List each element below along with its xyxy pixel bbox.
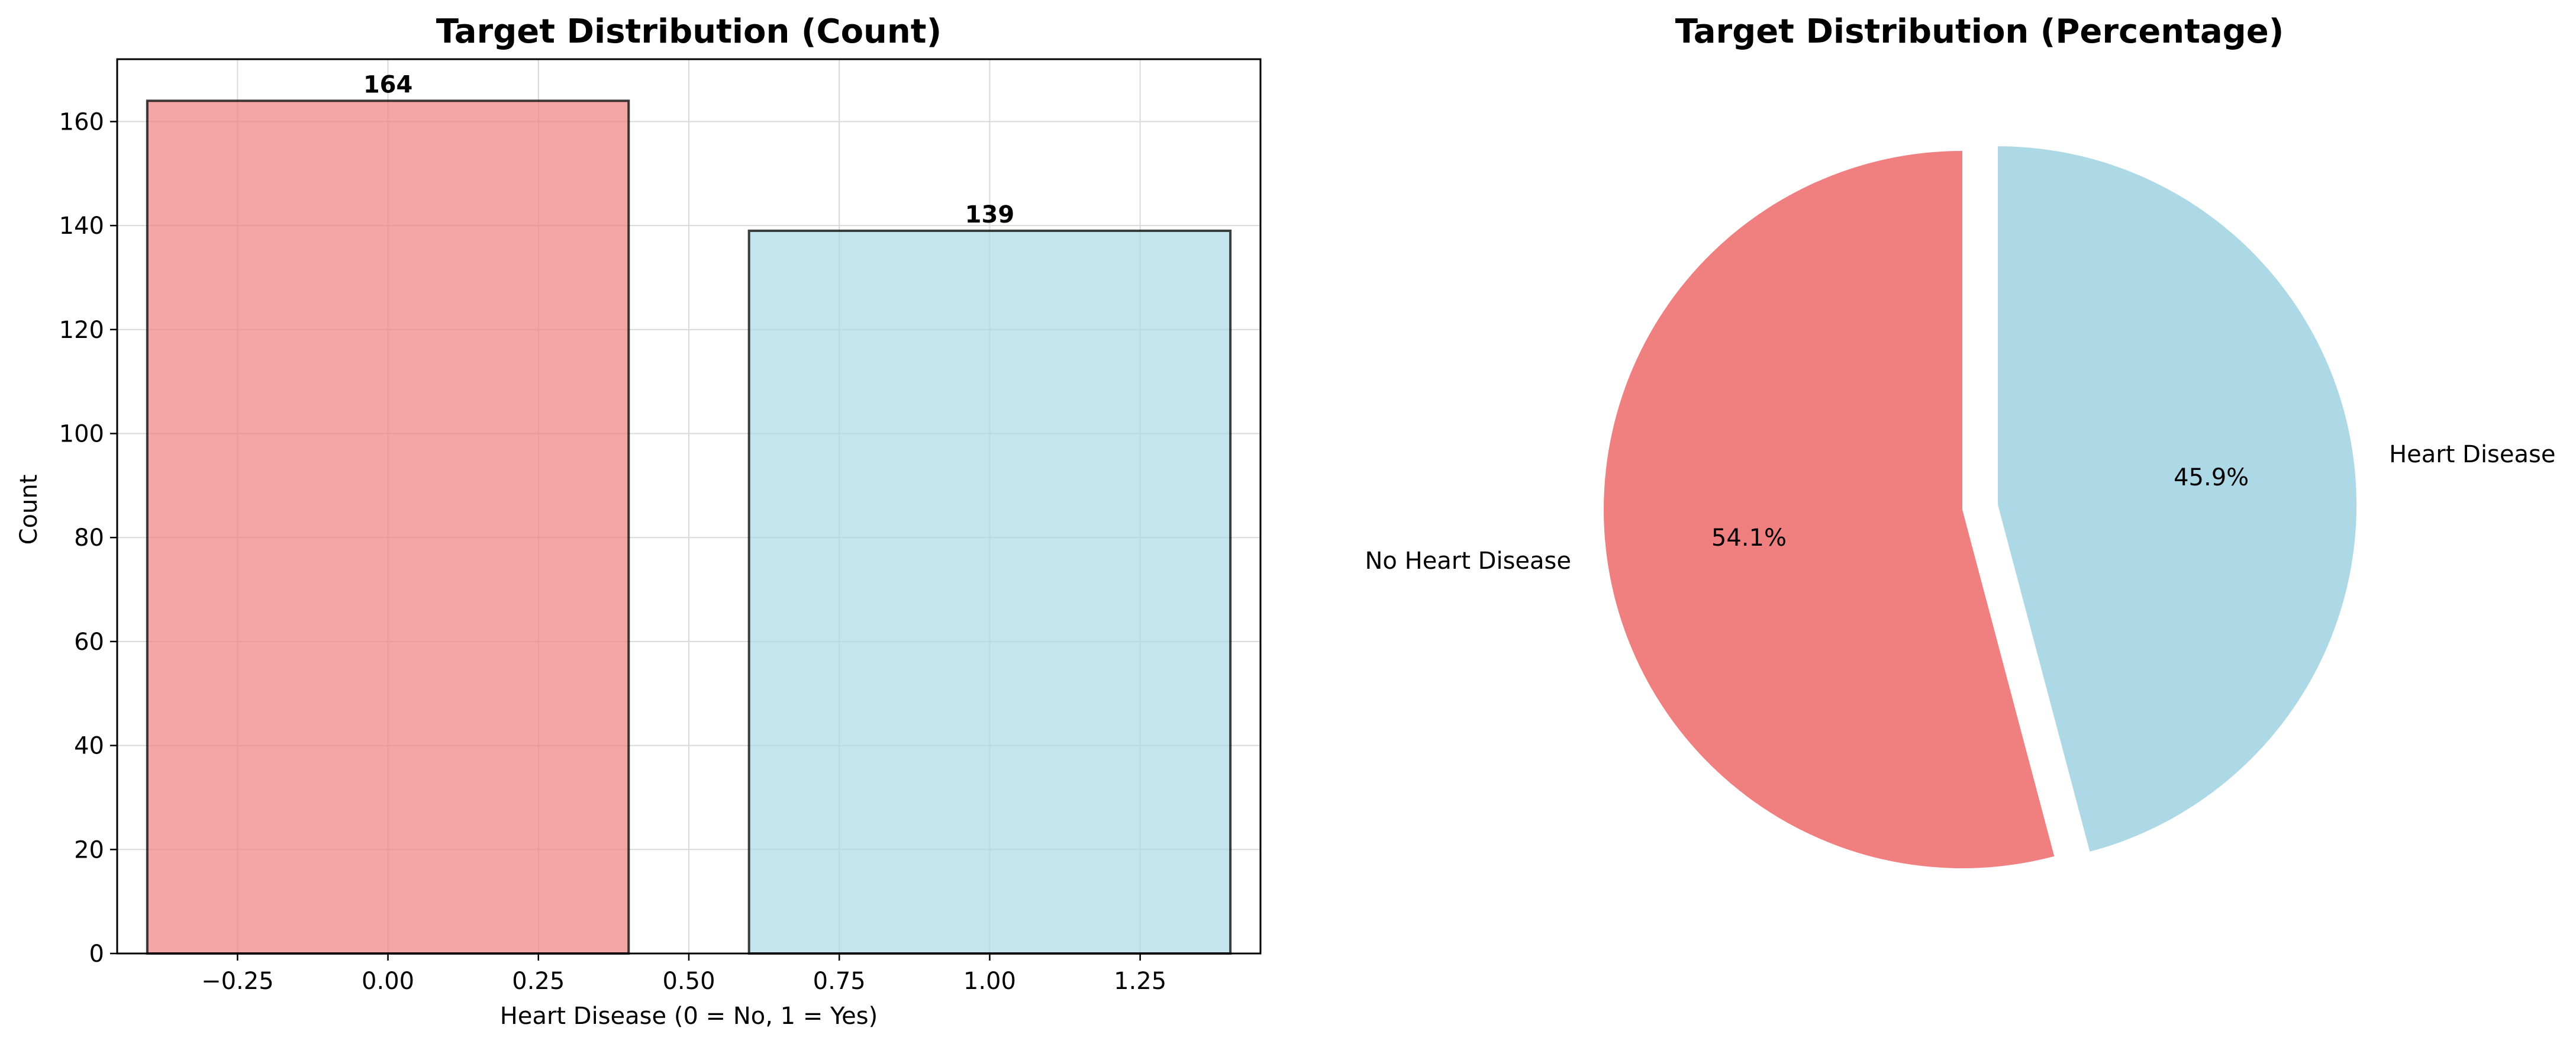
- pie-chart-title: Target Distribution (Percentage): [1675, 12, 2284, 51]
- bar-value-label-1: 139: [965, 201, 1015, 228]
- bar-chart: Target Distribution (Count) 164 139 −0.25…: [15, 12, 1262, 1030]
- y-tick-label-5: 100: [59, 421, 104, 448]
- pie-chart: Target Distribution (Percentage) 54.1% No…: [1365, 12, 2556, 869]
- y-tick-label-2: 40: [74, 733, 104, 760]
- pie-chart-labels: 54.1% No Heart Disease 45.9% Heart Disease: [1365, 441, 2556, 575]
- pie-category-label-1: Heart Disease: [2389, 441, 2555, 468]
- x-tick-label-2: 0.25: [512, 968, 565, 995]
- y-tick-label-7: 140: [59, 212, 104, 240]
- y-tick-label-6: 120: [59, 317, 104, 344]
- pie-percent-label-1: 45.9%: [2174, 464, 2249, 491]
- pie-chart-slices: [1603, 146, 2357, 869]
- pie-slice-0: [1603, 151, 2055, 869]
- bar-chart-bars: [146, 99, 1232, 955]
- y-tick-label-8: 160: [59, 108, 104, 136]
- pie-category-label-0: No Heart Disease: [1365, 547, 1571, 575]
- pie-percent-label-0: 54.1%: [1711, 524, 1787, 552]
- y-tick-label-0: 0: [89, 940, 104, 968]
- x-tick-label-5: 1.00: [963, 968, 1016, 995]
- x-tick-label-1: 0.00: [362, 968, 414, 995]
- x-tick-label-3: 0.50: [662, 968, 715, 995]
- y-tick-label-3: 60: [74, 629, 104, 656]
- bar-chart-x-axis-label: Heart Disease (0 = No, 1 = Yes): [500, 1003, 878, 1030]
- y-tick-label-1: 20: [74, 836, 104, 864]
- bar-1: [747, 229, 1232, 955]
- x-tick-label-4: 0.75: [813, 968, 866, 995]
- bar-chart-y-axis-label: Count: [15, 475, 43, 545]
- bar-0: [146, 99, 630, 955]
- bar-chart-title: Target Distribution (Count): [436, 12, 942, 51]
- y-tick-label-4: 80: [74, 524, 104, 552]
- x-tick-label-6: 1.25: [1114, 968, 1166, 995]
- bar-value-label-0: 164: [363, 71, 413, 98]
- bar-chart-data-labels: 164 139: [363, 71, 1014, 228]
- pie-slice-1: [1998, 146, 2357, 852]
- bar-chart-ticks: −0.25 0.00 0.25 0.50 0.75 1.00 1.25 0 20 40 60 80 10…: [59, 108, 1167, 995]
- x-tick-label-0: −0.25: [201, 968, 274, 995]
